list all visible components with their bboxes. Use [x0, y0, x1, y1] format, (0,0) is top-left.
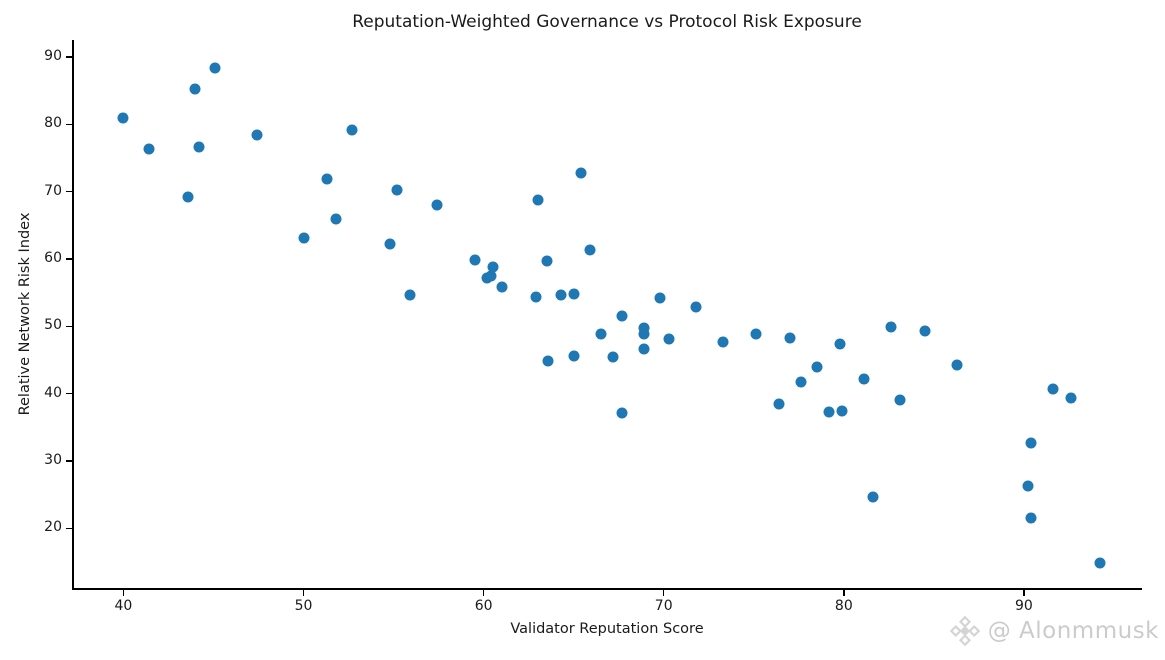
- data-point: [485, 270, 497, 282]
- data-point: [811, 361, 823, 373]
- data-point: [541, 255, 553, 267]
- y-tick-label: 50: [44, 317, 62, 334]
- data-point: [750, 328, 762, 340]
- y-tick-label: 60: [44, 249, 62, 266]
- data-point: [1094, 557, 1106, 569]
- x-tick: [843, 589, 845, 596]
- y-tick-label: 80: [44, 115, 62, 132]
- data-point: [795, 376, 807, 388]
- data-point: [575, 167, 587, 179]
- data-point: [638, 343, 650, 355]
- data-point: [690, 301, 702, 313]
- data-point: [919, 325, 931, 337]
- data-point: [654, 292, 666, 304]
- y-tick: [66, 325, 72, 327]
- y-tick: [66, 392, 72, 395]
- data-point: [638, 322, 650, 334]
- data-point: [836, 405, 848, 417]
- y-tick: [66, 123, 72, 125]
- data-point: [384, 238, 396, 250]
- x-tick-label: 60: [474, 598, 493, 614]
- data-point: [555, 289, 567, 301]
- data-point: [1065, 392, 1077, 404]
- data-point: [568, 288, 580, 300]
- data-point: [321, 173, 333, 185]
- y-tick: [66, 460, 72, 462]
- x-tick-label: 80: [834, 598, 853, 614]
- data-point: [346, 124, 358, 136]
- data-point: [867, 491, 879, 503]
- data-point: [431, 199, 443, 211]
- x-tick: [1023, 589, 1025, 596]
- data-point: [717, 336, 729, 348]
- x-axis-label: Validator Reputation Score: [510, 621, 704, 637]
- data-point: [773, 398, 785, 410]
- x-tick-label: 40: [114, 598, 133, 614]
- data-point: [568, 350, 580, 362]
- data-point: [404, 289, 416, 301]
- x-tick: [482, 589, 485, 596]
- data-point: [469, 254, 481, 266]
- data-point: [298, 232, 310, 244]
- x-axis-spine: [72, 588, 1142, 590]
- x-tick: [122, 589, 125, 596]
- data-point: [885, 321, 897, 333]
- data-point: [616, 310, 628, 322]
- y-axis-spine: [72, 40, 74, 590]
- y-tick: [66, 190, 72, 193]
- data-point: [823, 406, 835, 418]
- data-point: [834, 338, 846, 350]
- data-point: [584, 244, 596, 256]
- data-point: [193, 141, 205, 153]
- data-point: [1025, 512, 1037, 524]
- data-point: [951, 359, 963, 371]
- x-tick-label: 70: [654, 598, 673, 614]
- x-tick-label: 90: [1015, 598, 1033, 614]
- data-point: [530, 291, 542, 303]
- data-point: [117, 112, 129, 124]
- watermark-handle: @ Alonmmusk: [987, 618, 1159, 644]
- data-point: [595, 328, 607, 340]
- data-point: [391, 184, 403, 196]
- data-point: [209, 62, 221, 74]
- data-point: [182, 191, 194, 203]
- data-point: [894, 394, 906, 406]
- y-tick-label: 30: [44, 452, 62, 468]
- watermark: @ Alonmmusk: [948, 610, 1159, 652]
- y-tick-label: 40: [44, 384, 62, 401]
- data-point: [784, 332, 796, 344]
- data-point: [143, 143, 155, 155]
- data-point: [663, 333, 675, 345]
- data-point: [616, 407, 628, 418]
- data-point: [189, 83, 201, 94]
- data-point: [1025, 437, 1037, 449]
- y-tick: [66, 56, 72, 58]
- data-point: [532, 194, 544, 206]
- data-point: [858, 373, 870, 385]
- data-point: [607, 351, 619, 363]
- y-tick: [66, 527, 72, 530]
- data-point: [1047, 383, 1059, 395]
- data-point: [487, 261, 499, 273]
- data-point: [638, 328, 650, 340]
- x-tick-label: 50: [294, 598, 313, 614]
- x-tick: [302, 589, 305, 596]
- data-point: [496, 281, 508, 293]
- data-point: [542, 355, 554, 367]
- y-tick-label: 70: [44, 182, 62, 199]
- data-point: [330, 213, 342, 224]
- y-tick-label: 90: [44, 47, 62, 64]
- chart-title: Reputation-Weighted Governance vs Protoc…: [352, 12, 862, 32]
- data-point: [251, 129, 263, 141]
- y-tick-label: 20: [44, 519, 62, 536]
- y-tick: [66, 258, 72, 260]
- data-point: [1022, 480, 1034, 492]
- binance-diamond-logo-icon: [949, 615, 980, 647]
- x-tick: [663, 589, 665, 596]
